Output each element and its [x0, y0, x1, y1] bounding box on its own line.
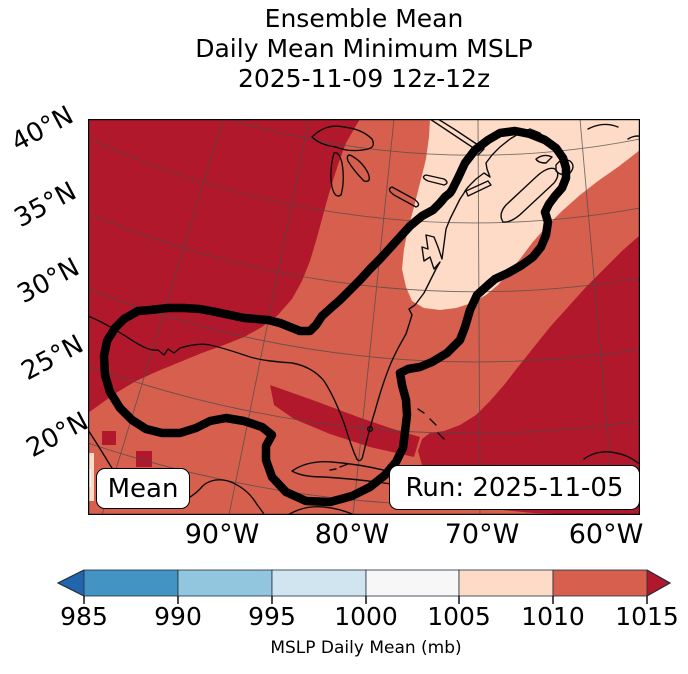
lake-erie [388, 186, 420, 208]
colorbar-tick-1015: 1015 [615, 602, 679, 631]
lon-tick-60w: 60°W [568, 519, 644, 550]
lake-michigan [330, 152, 344, 197]
fill-ge1015-speck1 [102, 431, 116, 445]
gridline-30n [88, 288, 640, 363]
colorbar-tick-985: 985 [60, 602, 108, 631]
gridline-80w [352, 119, 395, 515]
lon-tick-80w: 80°W [314, 519, 390, 550]
lake-huron [346, 154, 371, 183]
run-annotation-label: Run: 2025-11-05 [405, 472, 624, 503]
gridline-100w [101, 119, 224, 515]
run-annotation-box: Run: 2025-11-05 [389, 465, 640, 510]
colorbar-segment-1010-1015 [552, 569, 648, 597]
coast-gulf-st-lawrence [587, 123, 640, 140]
title-line-2: Daily Mean Minimum MSLP [195, 34, 533, 63]
coast-nova-scotia [500, 167, 559, 223]
colorbar-tick-1000: 1000 [334, 602, 398, 631]
coast-keys-bahamas [329, 408, 445, 471]
lat-tick-40n: 40°N [6, 100, 79, 158]
lat-tick-30n: 30°N [12, 252, 85, 310]
coast-pei [535, 154, 553, 164]
colorbar-segment-1005-1010 [458, 569, 554, 597]
fill-ge1015-florida-band [270, 385, 420, 457]
fill-ge1015-southeast [418, 235, 640, 515]
title-line-1: Ensemble Mean [264, 4, 464, 33]
colorbar-segment-990-995 [177, 569, 273, 597]
lat-tick-35n: 35°N [9, 176, 82, 234]
coast-long-island [465, 180, 492, 197]
mean-annotation-label: Mean [107, 473, 179, 504]
coast-hispaniola [583, 451, 639, 464]
colorbar-extend-low [58, 570, 84, 596]
mean-annotation-box: Mean [96, 468, 190, 509]
map-svg [88, 119, 640, 515]
lon-tick-90w: 90°W [184, 519, 260, 550]
colorbar-svg [56, 569, 672, 604]
colorbar-ticks [83, 596, 648, 604]
lat-tick-25n: 25°N [16, 329, 89, 387]
colorbar-extend-high [647, 570, 670, 596]
lake-okeechobee [366, 425, 374, 433]
colorbar-tick-1005: 1005 [427, 602, 491, 631]
map-axes [88, 119, 640, 515]
colorbar-label: MSLP Daily Mean (mb) [270, 638, 462, 658]
lake-ontario [422, 174, 448, 186]
figure-title: Ensemble Mean Daily Mean Minimum MSLP 20… [40, 4, 688, 94]
colorbar-tick-990: 990 [154, 602, 202, 631]
gridline-60w [579, 119, 616, 515]
coast-gulf-atlantic [88, 128, 553, 462]
fill-ge1015-speck2 [136, 451, 152, 467]
coast-honduras [287, 505, 355, 515]
colorbar-segment-995-1000 [271, 569, 367, 597]
gridline-25n [88, 365, 640, 434]
title-line-3: 2025-11-09 12z-12z [237, 64, 491, 93]
gridline-40n [88, 137, 640, 224]
coast-st-lawrence-north [437, 119, 485, 156]
colorbar-tick-995: 995 [248, 602, 296, 631]
map-frame [88, 119, 640, 515]
colorbar-segment-985-990 [83, 569, 179, 597]
colorbar-arrow-outline [56, 569, 672, 597]
colorbar-tick-1010: 1010 [521, 602, 585, 631]
lon-tick-70w: 70°W [444, 519, 520, 550]
coastlines [88, 119, 640, 515]
colorbar-segment-1000-1005 [365, 569, 460, 597]
lake-superior [311, 125, 375, 152]
colorbar-segments [83, 569, 648, 597]
ensemble-contour [99, 126, 571, 507]
fill-1000-1005-sliver [88, 469, 91, 487]
